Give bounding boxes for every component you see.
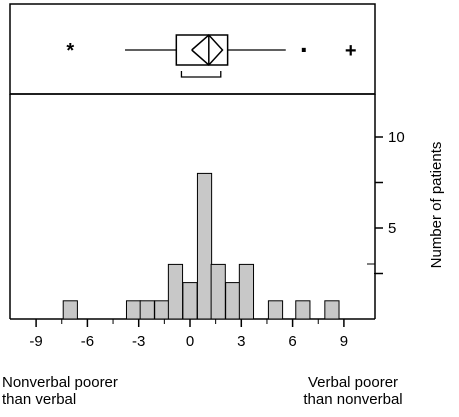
x-caption-left: Nonverbal poorer than verbal — [2, 374, 118, 408]
histogram-bar-3 — [154, 300, 170, 320]
y-tick-label-5: 5 — [388, 220, 396, 237]
ci-bracket — [180, 71, 222, 78]
x-tick-label--3: -3 — [132, 333, 145, 350]
histogram-bar-7 — [210, 263, 226, 320]
x-caption-right-line-2: than nonverbal — [303, 391, 403, 408]
x-caption-right: Verbal poorer than nonverbal — [278, 374, 428, 408]
histogram-bar-4 — [167, 263, 184, 320]
histogram-bar-11 — [295, 300, 311, 320]
histogram-bar-12 — [324, 300, 340, 320]
x-tick-label-9: 9 — [340, 333, 348, 350]
y-tick-label-10: 10 — [388, 129, 405, 146]
outlier-2: + — [345, 40, 357, 62]
x-caption-right-line-1: Verbal poorer — [307, 374, 399, 391]
x-tick-label-3: 3 — [237, 333, 245, 350]
histogram-bar-2 — [139, 300, 155, 320]
box — [175, 34, 229, 66]
x-caption-left-line-2: than verbal — [2, 391, 77, 408]
x-tick-label--6: -6 — [81, 333, 94, 350]
histogram-bar-6 — [196, 172, 213, 320]
outlier-0: * — [66, 40, 74, 62]
x-tick-label-0: 0 — [186, 333, 194, 350]
x-tick-label--9: -9 — [29, 333, 42, 350]
x-tick-label-6: 6 — [288, 333, 296, 350]
histogram-bar-0 — [62, 300, 78, 320]
histogram-bar-5 — [182, 282, 198, 320]
x-caption-left-line-1: Nonverbal poorer — [2, 374, 118, 391]
histogram-bar-9 — [238, 263, 255, 320]
notch-diamond — [191, 33, 224, 67]
y-axis-title: Number of patients — [428, 142, 445, 269]
histogram-bar-1 — [125, 300, 142, 320]
histogram-bar-8 — [225, 282, 241, 320]
histogram-bar-10 — [267, 300, 284, 320]
outlier-1: · — [300, 34, 309, 65]
